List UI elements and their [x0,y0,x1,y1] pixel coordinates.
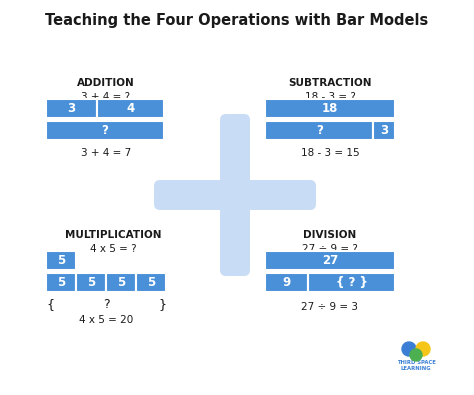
Circle shape [410,349,422,361]
Text: 4 x 5 = ?: 4 x 5 = ? [90,244,137,254]
Text: 3: 3 [67,102,75,115]
Text: 4: 4 [126,102,135,115]
Text: 5: 5 [57,254,65,267]
Text: 5: 5 [117,276,125,289]
Text: SUBTRACTION: SUBTRACTION [288,78,372,88]
Text: 3: 3 [380,124,388,137]
Text: 5: 5 [87,276,95,289]
Text: 18 - 3 = 15: 18 - 3 = 15 [301,148,359,158]
Text: 5: 5 [147,276,155,289]
Text: DIVISION: DIVISION [303,230,356,240]
Text: { ? }: { ? } [336,276,368,289]
FancyBboxPatch shape [154,180,316,210]
FancyBboxPatch shape [97,99,164,118]
Text: }: } [158,299,166,312]
FancyBboxPatch shape [265,121,374,140]
Circle shape [416,342,430,356]
Text: ?: ? [316,124,323,137]
FancyBboxPatch shape [136,273,166,292]
Text: 5: 5 [57,276,65,289]
FancyBboxPatch shape [308,273,395,292]
Text: 27 ÷ 9 = 3: 27 ÷ 9 = 3 [301,302,358,312]
Text: 9: 9 [283,276,291,289]
Text: ?: ? [101,124,109,137]
Text: ADDITION: ADDITION [77,78,135,88]
Text: LEARNING: LEARNING [401,367,431,372]
FancyBboxPatch shape [220,114,250,276]
FancyBboxPatch shape [265,99,395,118]
FancyBboxPatch shape [265,273,308,292]
Circle shape [402,342,416,356]
Text: 4 x 5 = 20: 4 x 5 = 20 [79,315,133,325]
Text: Teaching the Four Operations with Bar Models: Teaching the Four Operations with Bar Mo… [46,13,428,28]
Text: 18 - 3 = ?: 18 - 3 = ? [305,92,356,102]
Text: 18: 18 [322,102,338,115]
Text: 3 + 4 = 7: 3 + 4 = 7 [81,148,131,158]
FancyBboxPatch shape [46,121,164,140]
Text: 27: 27 [322,254,338,267]
FancyBboxPatch shape [46,99,97,118]
Text: 27 ÷ 9 = ?: 27 ÷ 9 = ? [302,244,358,254]
Text: THIRD SPACE: THIRD SPACE [397,361,436,365]
Text: MULTIPLICATION: MULTIPLICATION [65,230,161,240]
FancyBboxPatch shape [265,251,395,270]
FancyBboxPatch shape [46,251,76,270]
FancyBboxPatch shape [76,273,106,292]
FancyBboxPatch shape [374,121,395,140]
FancyBboxPatch shape [106,273,136,292]
Text: ?: ? [103,299,109,312]
Text: {: { [46,299,54,312]
FancyBboxPatch shape [46,273,76,292]
Text: 3 + 4 = ?: 3 + 4 = ? [82,92,130,102]
